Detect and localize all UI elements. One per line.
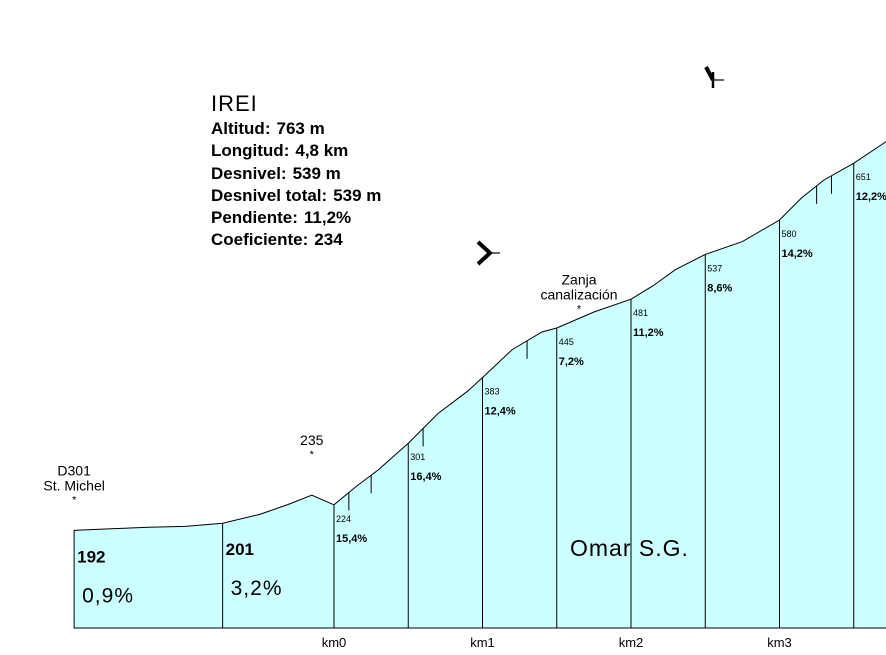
section-start-altitude: 481	[633, 308, 648, 318]
section-gradient: 14,2%	[782, 248, 813, 260]
section-gradient: 15,4%	[336, 533, 367, 545]
section-dividers	[222, 163, 855, 628]
section-start-altitude: 383	[485, 387, 500, 397]
info-coefficient: Coeficiente: 234	[211, 229, 381, 251]
section-gradient: 3,2%	[231, 577, 283, 600]
info-elevation-gain: Desnivel: 539 m	[211, 163, 381, 185]
waypoint-label: Zanja	[562, 271, 597, 287]
profile-fill-layer	[73, 141, 886, 629]
info-gradient: Pendiente: 11,2%	[211, 207, 381, 229]
info-gradient-label: Pendiente:	[211, 208, 298, 228]
section-labels: 192 0,9% 201 3,2% 224 15,4% 301 16,4% 383 12,4% 44…	[77, 172, 886, 607]
section-start-altitude: 301	[410, 452, 425, 462]
info-length: Longitud: 4,8 km	[211, 140, 381, 162]
profile-area	[73, 141, 886, 629]
climb-title: IREI	[211, 91, 258, 116]
icon-layer	[476, 66, 724, 266]
section-start-altitude: 580	[782, 229, 797, 239]
info-total-gain: Desnivel total: 539 m	[211, 185, 381, 207]
section-gradient: 0,9%	[82, 584, 134, 607]
info-total-gain-value: 539 m	[333, 185, 382, 205]
waypoint-label: D301	[57, 462, 91, 478]
author-credit: Omar S.G.	[570, 535, 689, 561]
section-gradient: 12,4%	[485, 406, 516, 418]
info-length-value: 4,8 km	[295, 141, 349, 161]
km-tick-label: km2	[619, 635, 644, 650]
km-axis: km0km1km2km3km4	[322, 635, 792, 650]
info-coefficient-label: Coeficiente:	[211, 230, 309, 250]
section-start-altitude: 537	[707, 263, 722, 273]
waypoint-marker: *	[577, 303, 582, 315]
info-gradient-value: 11,2%	[303, 208, 352, 228]
section-start-altitude: 224	[336, 514, 351, 524]
info-altitude: Altitud: 763 m	[211, 118, 381, 140]
waypoint-marker: *	[72, 494, 77, 506]
info-elevation-gain-label: Desnivel:	[211, 163, 287, 183]
section-start-altitude: 651	[856, 172, 871, 182]
km-tick-label: km3	[767, 635, 792, 650]
waypoint-marker: *	[310, 449, 315, 461]
section-gradient: 16,4%	[410, 471, 441, 483]
section-gradient: 11,2%	[633, 327, 664, 339]
km-tick-label: km1	[470, 635, 495, 650]
waypoint-label: canalización	[540, 286, 617, 302]
info-altitude-value: 763 m	[276, 119, 325, 138]
km-tick-label: km0	[322, 635, 347, 650]
section-gradient: 12,2%	[856, 191, 886, 203]
section-start-altitude: 201	[226, 540, 254, 559]
info-length-label: Longitud:	[211, 141, 290, 161]
section-gradient: 7,2%	[559, 356, 584, 368]
info-altitude-label: Altitud:	[211, 119, 271, 138]
info-coefficient-value: 234	[314, 230, 343, 250]
info-total-gain-label: Desnivel total:	[211, 185, 328, 205]
section-start-altitude: 445	[559, 337, 574, 347]
slope-ticks	[348, 175, 832, 511]
waypoint-label: 235	[300, 432, 324, 448]
climb-info-block: IREI Altitud: 763 m Longitud: 4,8 km Desni…	[211, 90, 381, 252]
info-elevation-gain-value: 539 m	[292, 163, 341, 183]
section-gradient: 8,6%	[707, 282, 732, 294]
section-start-altitude: 192	[77, 547, 105, 566]
waypoint-label: St. Michel	[43, 477, 104, 493]
